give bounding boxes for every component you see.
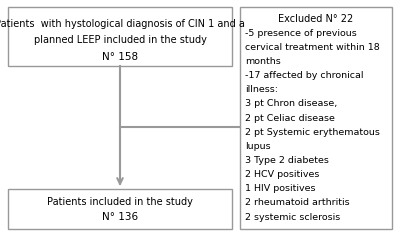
Text: Patients included in the study: Patients included in the study — [47, 197, 193, 207]
Text: Excluded N° 22: Excluded N° 22 — [278, 14, 354, 24]
Text: -5 presence of previous: -5 presence of previous — [245, 29, 356, 38]
Bar — [240, 7, 392, 229]
Text: 2 systemic sclerosis: 2 systemic sclerosis — [245, 213, 340, 222]
Text: 2 rheumatoid arthritis: 2 rheumatoid arthritis — [245, 198, 350, 207]
Text: months: months — [245, 57, 280, 66]
Text: 1 HIV positives: 1 HIV positives — [245, 184, 315, 193]
Text: 2 HCV positives: 2 HCV positives — [245, 170, 319, 179]
Bar — [8, 7, 232, 66]
Text: -17 affected by chronical: -17 affected by chronical — [245, 71, 363, 80]
Text: 3 pt Chron disease,: 3 pt Chron disease, — [245, 99, 337, 108]
Text: lupus: lupus — [245, 142, 270, 151]
Text: N° 136: N° 136 — [102, 212, 138, 222]
Text: 3 Type 2 diabetes: 3 Type 2 diabetes — [245, 156, 329, 165]
Bar — [8, 189, 232, 229]
Text: Patients  with hystological diagnosis of CIN 1 and a: Patients with hystological diagnosis of … — [0, 19, 245, 29]
Text: planned LEEP included in the study: planned LEEP included in the study — [34, 35, 206, 45]
Text: 2 pt Systemic erythematous: 2 pt Systemic erythematous — [245, 128, 380, 137]
Text: illness:: illness: — [245, 85, 278, 94]
Text: cervical treatment within 18: cervical treatment within 18 — [245, 43, 380, 52]
Text: 2 pt Celiac disease: 2 pt Celiac disease — [245, 114, 335, 122]
Text: N° 158: N° 158 — [102, 52, 138, 62]
